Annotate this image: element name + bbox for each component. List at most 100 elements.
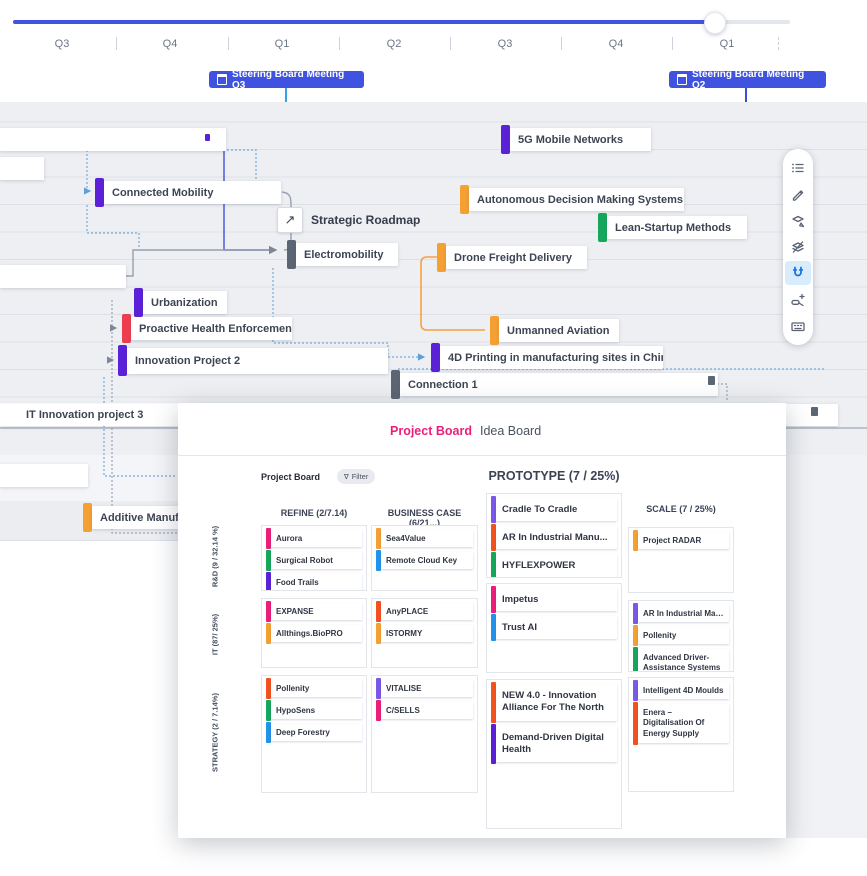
card-title: Advanced Driver-Assistance Systems (A...… [638, 649, 729, 671]
card-title: Aurora [271, 530, 362, 547]
roadmap-item-urbanization[interactable]: Urbanization [134, 288, 227, 317]
list-view-icon[interactable] [785, 156, 811, 180]
project-card[interactable]: Trust AI [491, 614, 617, 641]
card-color-bar [266, 722, 271, 743]
roadmap-bar-unlabeled[interactable] [0, 157, 44, 180]
roadmap-item-innovation-project-2[interactable]: Innovation Project 2 [118, 345, 388, 376]
project-card[interactable]: Enera – Digitalisation Of Energy Supply [633, 702, 729, 746]
keyboard-shortcuts-icon[interactable] [785, 314, 811, 338]
board-cell-prototype-strategy: NEW 4.0 - Innovation Alliance For The No… [486, 679, 622, 829]
quarter-separator [228, 37, 229, 50]
milestone-label: Steering Board Meeting Q3 [232, 68, 345, 91]
card-color-bar [633, 702, 638, 746]
project-card[interactable]: Food Trails [266, 572, 362, 590]
board-cell-business-rnd: Sea4Value Remote Cloud Key [371, 525, 478, 591]
quarter-tick: Q1 [274, 38, 290, 50]
lane-band [786, 455, 867, 838]
milestone-steering-board-q2[interactable]: Steering Board Meeting Q2 [669, 69, 826, 91]
send-backward-icon[interactable] [785, 235, 811, 259]
roadmap-item-label: 4D Printing in manufacturing sites in Ch… [440, 346, 663, 369]
project-card[interactable]: Intelligent 4D Moulds [633, 680, 729, 701]
project-card[interactable]: C/SELLS [376, 700, 473, 721]
project-card[interactable]: EXPANSE [266, 601, 362, 622]
project-card[interactable]: Cradle To Cradle [491, 496, 617, 523]
roadmap-item-label: Innovation Project 2 [127, 348, 388, 374]
project-card[interactable]: Allthings.BioPRO [266, 623, 362, 644]
roadmap-bar-unlabeled[interactable] [0, 128, 226, 151]
roadmap-item-label: Strategic Roadmap [311, 213, 421, 227]
roadmap-item-connected-mobility[interactable]: Connected Mobility [95, 178, 281, 207]
project-card[interactable]: Remote Cloud Key [376, 550, 473, 571]
project-card[interactable]: ISTORMY [376, 623, 473, 644]
card-title: Intelligent 4D Moulds [638, 682, 729, 699]
magnet-snap-icon[interactable] [785, 261, 811, 286]
slider-handle[interactable] [704, 12, 726, 34]
edit-pencil-icon[interactable] [785, 182, 811, 206]
project-card[interactable]: AR In Industrial Manuf... [633, 603, 729, 624]
card-color-bar [266, 572, 271, 590]
card-color-bar [633, 680, 638, 701]
roadmap-item-electromobility[interactable]: Electromobility [287, 240, 398, 269]
canvas-toolbar [783, 149, 813, 345]
roadmap-item-4d-printing[interactable]: 4D Printing in manufacturing sites in Ch… [431, 343, 663, 372]
roadmap-item-drone-freight-delivery[interactable]: Drone Freight Delivery [437, 243, 587, 272]
card-title: HYFLEXPOWER [496, 554, 617, 577]
card-title: Food Trails [271, 574, 362, 590]
project-card[interactable]: Deep Forestry [266, 722, 362, 743]
card-title: Trust AI [496, 616, 617, 639]
roadmap-item-proactive-health-enforcement[interactable]: Proactive Health Enforcement [122, 314, 292, 343]
project-card[interactable]: AR In Industrial Manu... [491, 524, 617, 551]
project-card[interactable]: Demand-Driven Digital Health [491, 723, 617, 765]
bar-endpoint [205, 134, 210, 141]
open-roadmap-icon[interactable]: ↗ [277, 207, 303, 233]
project-card[interactable]: HYFLEXPOWER [491, 552, 617, 577]
project-card[interactable]: AnyPLACE [376, 601, 473, 622]
project-card[interactable]: Project RADAR [633, 530, 729, 551]
project-card[interactable]: Impetus [491, 586, 617, 613]
card-title: AnyPLACE [381, 603, 473, 620]
project-card[interactable]: Surgical Robot [266, 550, 362, 571]
project-card[interactable]: Advanced Driver-Assistance Systems (A...… [633, 647, 729, 671]
roadmap-item-connection-1[interactable]: Connection 1 [391, 370, 718, 399]
project-card[interactable]: VITALISE [376, 678, 473, 699]
roadmap-item-unmanned-aviation[interactable]: Unmanned Aviation [490, 316, 619, 345]
board-cell-refine-strategy: Pollenity HypoSens Deep Forestry [261, 675, 367, 793]
roadmap-item-5g-mobile-networks[interactable]: 5G Mobile Networks [501, 125, 651, 154]
card-color-bar [266, 550, 271, 571]
item-color-marker [122, 314, 131, 343]
tab-project-board[interactable]: Project Board [390, 424, 472, 438]
roadmap-bar-unlabeled[interactable] [0, 265, 126, 288]
funnel-icon: ∇ [344, 473, 349, 481]
add-connection-icon[interactable] [785, 288, 811, 312]
project-card[interactable]: NEW 4.0 - Innovation Alliance For The No… [491, 682, 617, 723]
card-title: Pollenity [271, 680, 362, 697]
quarter-separator [450, 37, 451, 50]
project-card[interactable]: Aurora [266, 528, 362, 549]
roadmap-item-lean-startup-methods[interactable]: Lean-Startup Methods [598, 213, 747, 242]
board-cell-business-strategy: VITALISE C/SELLS [371, 675, 478, 793]
quarter-separator [672, 37, 673, 50]
card-title: Deep Forestry [271, 724, 362, 741]
tab-idea-board[interactable]: Idea Board [480, 424, 542, 438]
project-card[interactable]: HypoSens [266, 700, 362, 721]
roadmap-item-autonomous-decision-making[interactable]: Autonomous Decision Making Systems [460, 185, 684, 214]
card-title: VITALISE [381, 680, 473, 697]
row-label-strategy: STRATEGY (2 / 7.14%) [210, 693, 220, 772]
project-card[interactable]: Pollenity [266, 678, 362, 699]
card-color-bar [491, 614, 496, 641]
timeline-zoom-slider[interactable] [13, 20, 790, 24]
project-card[interactable]: Pollenity [633, 625, 729, 646]
milestone-steering-board-q3[interactable]: Steering Board Meeting Q3 [209, 68, 364, 91]
item-color-marker [83, 503, 92, 532]
project-card[interactable]: Sea4Value [376, 528, 473, 549]
board-cell-prototype-it: Impetus Trust AI [486, 583, 622, 673]
roadmap-item-strategic-roadmap[interactable]: ↗ Strategic Roadmap [277, 207, 420, 233]
quarter-tick: Q2 [386, 38, 402, 50]
filter-button[interactable]: ∇ Filter [337, 469, 376, 484]
card-title: Cradle To Cradle [496, 498, 617, 521]
roadmap-bar-unlabeled[interactable] [0, 464, 88, 487]
column-header-scale: SCALE (7 / 25%) [646, 504, 716, 514]
bring-forward-icon[interactable] [785, 209, 811, 233]
card-title: Project RADAR [638, 532, 729, 549]
card-title: HypoSens [271, 702, 362, 719]
